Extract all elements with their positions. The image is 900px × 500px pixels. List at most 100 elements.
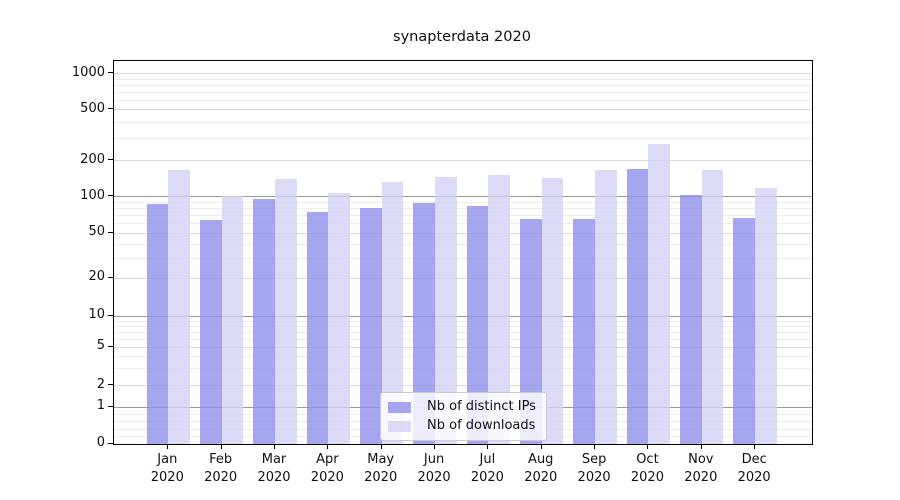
- chart-title: synapterdata 2020: [393, 29, 531, 45]
- x-tick-mark: [540, 444, 542, 449]
- y-tick-label-20: 20: [88, 269, 105, 284]
- x-tick-label-aug: Aug 2020: [524, 452, 558, 485]
- bar-distinct-ips-jul: [466, 206, 489, 444]
- gridline-700: [114, 91, 812, 93]
- y-tick-label-2: 2: [96, 376, 105, 392]
- x-tick-label-mar: Mar 2020: [257, 452, 291, 485]
- legend-swatch-distinct-ips: [388, 401, 411, 413]
- gridline-7: [114, 331, 812, 333]
- x-tick-label-jan: Jan 2020: [150, 452, 184, 485]
- bar-downloads-may: [381, 181, 404, 444]
- bar-distinct-ips-sep: [573, 219, 596, 444]
- gridline-90: [114, 201, 812, 203]
- bar-downloads-apr: [328, 193, 351, 444]
- legend-item-downloads: Nb of downloads: [388, 418, 536, 434]
- gridline-600: [114, 99, 812, 101]
- x-tick-mark: [380, 444, 382, 449]
- bar-distinct-ips-jun: [413, 203, 436, 444]
- bar-distinct-ips-dec: [733, 217, 756, 444]
- bar-distinct-ips-oct: [626, 169, 649, 444]
- x-tick-label-jul: Jul 2020: [470, 452, 504, 485]
- y-tick-mark: [108, 384, 113, 386]
- bar-distinct-ips-feb: [199, 220, 222, 444]
- bar-downloads-feb: [221, 196, 244, 444]
- gridline-300: [114, 137, 812, 139]
- bar-downloads-aug: [541, 178, 564, 444]
- plot-area: Nb of distinct IPs Nb of downloads: [113, 60, 813, 445]
- x-tick-mark: [700, 444, 702, 449]
- legend: Nb of distinct IPs Nb of downloads: [380, 392, 547, 441]
- y-tick-label-1: 1: [96, 398, 105, 414]
- bar-distinct-ips-aug: [520, 218, 542, 444]
- gridline-50: [114, 232, 812, 234]
- y-tick-mark: [108, 231, 113, 233]
- bar-distinct-ips-apr: [306, 211, 329, 444]
- gridline-10: [114, 315, 812, 317]
- x-tick-label-nov: Nov 2020: [684, 452, 718, 485]
- gridline-20: [114, 277, 812, 279]
- y-tick-mark: [108, 72, 113, 74]
- x-tick-label-feb: Feb 2020: [204, 452, 238, 485]
- x-tick-label-apr: Apr 2020: [310, 452, 344, 485]
- y-tick-label-500: 500: [80, 100, 105, 116]
- y-tick-mark: [108, 314, 113, 316]
- legend-label-distinct-ips: Nb of distinct IPs: [427, 399, 536, 414]
- x-tick-mark: [220, 444, 222, 449]
- gridline-4: [114, 356, 812, 358]
- bar-downloads-mar: [275, 179, 297, 444]
- gridline-80: [114, 207, 812, 209]
- x-tick-mark: [487, 444, 489, 449]
- y-tick-mark: [108, 195, 113, 196]
- bar-distinct-ips-mar: [253, 199, 275, 444]
- gridline-60: [114, 223, 812, 225]
- gridline-200: [114, 160, 812, 161]
- y-tick-label-50: 50: [88, 224, 105, 240]
- y-tick-mark: [108, 345, 113, 347]
- gridline-70: [114, 214, 812, 216]
- x-tick-mark: [327, 444, 329, 449]
- bar-downloads-dec: [755, 187, 777, 444]
- gridline-30: [114, 257, 812, 259]
- gridline-900: [114, 78, 812, 80]
- y-tick-mark: [108, 276, 113, 278]
- y-tick-mark: [108, 405, 113, 407]
- bar-downloads-sep: [595, 170, 617, 444]
- y-tick-mark: [108, 159, 113, 160]
- x-tick-mark: [434, 444, 436, 449]
- y-tick-label-1000: 1000: [71, 64, 105, 80]
- x-tick-mark: [274, 444, 275, 449]
- legend-swatch-downloads: [388, 420, 411, 432]
- bar-downloads-nov: [701, 170, 724, 444]
- legend-label-downloads: Nb of downloads: [427, 418, 536, 433]
- x-tick-mark: [167, 444, 169, 449]
- y-tick-label-5: 5: [96, 338, 105, 354]
- y-tick-label-0: 0: [96, 435, 105, 450]
- gridline-2: [114, 385, 812, 387]
- bar-downloads-jul: [488, 174, 511, 444]
- gridline-40: [114, 243, 812, 245]
- gridline-800: [114, 84, 812, 86]
- gridline-8: [114, 325, 812, 327]
- y-tick-mark: [108, 108, 113, 110]
- bar-distinct-ips-nov: [680, 194, 702, 444]
- x-tick-mark: [647, 444, 649, 449]
- x-tick-label-sep: Sep 2020: [577, 452, 611, 485]
- gridline-500: [114, 109, 812, 111]
- gridline-400: [114, 121, 812, 123]
- y-tick-mark: [108, 442, 113, 444]
- gridline-5: [114, 346, 812, 348]
- gridline-6: [114, 338, 812, 340]
- gridline-9: [114, 320, 812, 322]
- gridline-1000: [114, 73, 812, 75]
- bar-distinct-ips-jan: [146, 203, 169, 444]
- bar-downloads-jun: [435, 176, 457, 444]
- bar-downloads-oct: [648, 143, 671, 444]
- bar-distinct-ips-may: [360, 208, 382, 444]
- x-tick-label-may: May 2020: [364, 452, 398, 485]
- legend-item-distinct-ips: Nb of distinct IPs: [388, 399, 536, 415]
- y-tick-label-100: 100: [80, 187, 105, 203]
- x-tick-label-oct: Oct 2020: [630, 452, 664, 485]
- y-tick-label-200: 200: [80, 151, 105, 167]
- bar-downloads-jan: [168, 169, 190, 444]
